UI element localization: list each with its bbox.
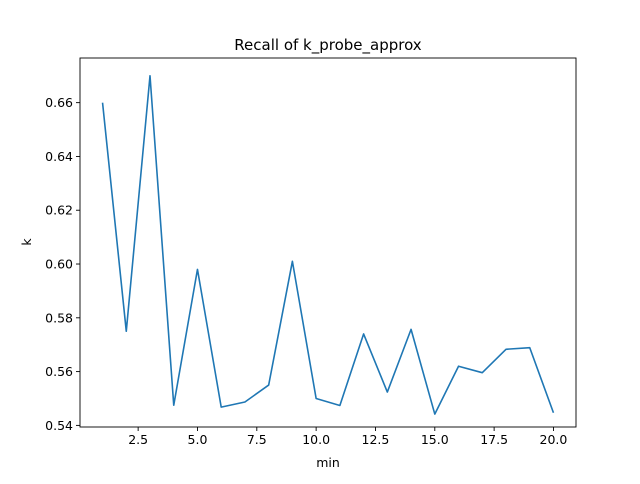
x-axis-label: min [316, 455, 340, 470]
y-tick-label: 0.60 [45, 257, 73, 272]
y-tick-label: 0.66 [45, 95, 73, 110]
x-tick-label: 12.5 [362, 432, 390, 447]
y-axis-label: k [19, 238, 34, 246]
y-tick-label: 0.64 [45, 149, 73, 164]
y-tick-label: 0.54 [45, 418, 73, 433]
series-line-0 [101, 74, 555, 415]
x-tick-label: 10.0 [302, 432, 330, 447]
y-tick-label: 0.56 [45, 364, 73, 379]
plot-area: 2.5 5.0 7.5 10.0 12.5 15.0 17.5 20.0 0.54 0.56 0.5… [45, 57, 577, 447]
axes-frame [79, 57, 577, 428]
x-tick-label: 20.0 [540, 432, 568, 447]
x-tick-label: 7.5 [247, 432, 267, 447]
chart-title: Recall of k_probe_approx [234, 36, 422, 55]
x-tick-label: 17.5 [480, 432, 508, 447]
x-tick-label: 2.5 [128, 432, 148, 447]
x-tick-label: 5.0 [188, 432, 208, 447]
y-tick-label: 0.58 [45, 310, 73, 325]
x-tick-label: 15.0 [421, 432, 449, 447]
y-tick-label: 0.62 [45, 203, 73, 218]
